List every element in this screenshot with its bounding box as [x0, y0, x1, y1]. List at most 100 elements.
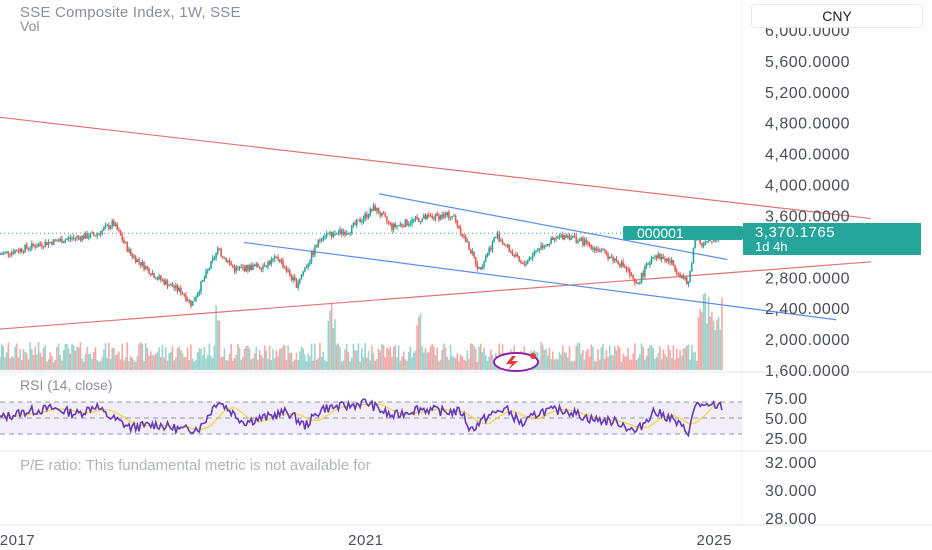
- candle-body: [684, 277, 686, 280]
- bar-countdown: 1d 4h: [755, 239, 788, 254]
- candle-body: [282, 260, 284, 268]
- volume-bar: [354, 350, 356, 370]
- volume-bar: [178, 346, 181, 370]
- candle-body: [513, 255, 516, 257]
- candle-body: [27, 248, 30, 250]
- volume-bar: [645, 356, 648, 370]
- volume-bar: [629, 359, 631, 370]
- volume-bar: [72, 345, 75, 370]
- candle-body: [655, 255, 658, 259]
- volume-bar: [319, 342, 321, 370]
- volume-bar: [620, 361, 623, 370]
- candle-body: [463, 236, 465, 238]
- candle-body: [14, 250, 16, 254]
- candle-body: [205, 271, 207, 278]
- candle-body: [692, 247, 695, 264]
- volume-bar: [283, 345, 286, 370]
- volume-bar: [367, 351, 370, 370]
- candle-body: [481, 266, 484, 270]
- candle-body: [173, 286, 176, 289]
- volume-bar: [89, 353, 92, 370]
- time-axis[interactable]: 2017 2021 2025: [0, 532, 732, 549]
- volume-bar: [459, 354, 462, 370]
- rsi-line[interactable]: [0, 398, 723, 438]
- candle-body: [280, 260, 283, 262]
- candle-body: [687, 281, 690, 284]
- candle-body: [699, 237, 701, 244]
- candle-body: [129, 248, 132, 255]
- volume-bar: [138, 344, 140, 370]
- candle-body: [339, 229, 341, 233]
- candle-body: [180, 287, 182, 294]
- candle-body: [412, 219, 415, 221]
- volume-bar: [404, 358, 407, 370]
- candle-body: [397, 225, 400, 227]
- candle-body: [347, 233, 350, 235]
- candle-body: [622, 261, 624, 267]
- candle-body: [570, 238, 572, 240]
- candle-body: [47, 242, 50, 245]
- volume-bar: [595, 361, 598, 370]
- volume-bar: [662, 349, 665, 370]
- volume-bar: [685, 345, 688, 370]
- currency-button[interactable]: CNY: [751, 4, 923, 28]
- candle-body: [605, 250, 608, 254]
- price-axis[interactable]: 6,000.00005,600.00005,200.00004,800.0000…: [765, 23, 850, 528]
- candle-body: [511, 251, 514, 256]
- candle-body: [196, 293, 199, 298]
- candle-body: [563, 235, 566, 240]
- volume-bar: [317, 358, 320, 370]
- rsi-indicator[interactable]: [0, 398, 742, 438]
- triangle-lower-line[interactable]: [0, 261, 872, 330]
- volume-bar: [188, 360, 191, 370]
- volume-bar: [153, 355, 155, 370]
- volume-bar: [580, 353, 583, 370]
- candlestick-series[interactable]: [0, 203, 723, 309]
- candle-body: [706, 241, 708, 243]
- volume-bar: [612, 355, 614, 370]
- volume-bar: [337, 343, 340, 370]
- candle-body: [660, 256, 663, 260]
- candle-body: [334, 233, 336, 235]
- candle-body: [118, 229, 120, 232]
- triangle-upper-line[interactable]: [0, 116, 872, 220]
- volume-bar: [366, 357, 368, 370]
- candle-body: [449, 216, 452, 219]
- volume-bar: [352, 343, 355, 370]
- volume-bar: [649, 345, 651, 370]
- volume-bar: [396, 357, 398, 370]
- candle-body: [93, 232, 95, 236]
- candle-body: [96, 234, 98, 237]
- channel-upper-line[interactable]: [378, 193, 728, 261]
- candle-body: [103, 227, 105, 231]
- volume-bar: [689, 359, 691, 370]
- volume-bar: [109, 358, 112, 370]
- channel-trendlines[interactable]: [243, 193, 837, 321]
- volume-bar: [489, 349, 492, 370]
- candle-body: [672, 260, 675, 266]
- candle-body: [104, 225, 107, 228]
- pe-tick-label: 30.000: [765, 483, 817, 500]
- channel-lower-line[interactable]: [243, 241, 837, 321]
- volume-bar: [248, 348, 251, 370]
- volume-bar: [335, 344, 338, 370]
- volume-bar: [307, 353, 310, 370]
- volume-bar: [230, 343, 232, 370]
- volume-bar: [47, 359, 50, 370]
- candle-body: [44, 241, 47, 247]
- volume-bar: [644, 359, 646, 370]
- volume-bar: [402, 351, 405, 370]
- volume-bar: [454, 358, 457, 370]
- candle-body: [81, 235, 83, 241]
- candle-body: [66, 238, 68, 240]
- candle-body: [344, 231, 346, 235]
- triangle-trendlines[interactable]: [0, 116, 872, 330]
- candle-body: [466, 241, 469, 243]
- volume-bar: [575, 346, 578, 370]
- candle-body: [124, 242, 127, 244]
- logo-dot: [530, 353, 536, 359]
- volume-bar: [543, 350, 546, 370]
- volume-bar: [278, 349, 281, 370]
- candle-body: [154, 277, 157, 280]
